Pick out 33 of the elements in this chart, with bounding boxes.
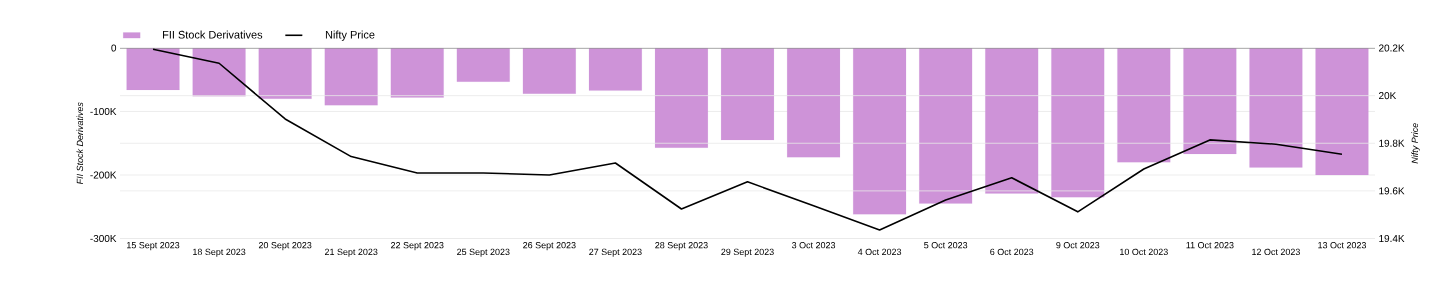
y-tick-label: -200K (90, 171, 117, 179)
x-tick-label: 20 Sept 2023 (258, 242, 312, 251)
x-tick-label: 12 Oct 2023 (1252, 248, 1300, 256)
x-tick-label: 25 Sept 2023 (457, 248, 510, 257)
legend-label: FII Stock Derivatives (163, 30, 263, 39)
y2-tick-label: 19.8K (1379, 139, 1405, 147)
x-tick-label: 4 Oct 2023 (857, 248, 902, 256)
x-tick-label: 18 Sept 2023 (193, 248, 246, 257)
y2-tick-label: 19.4K (1379, 234, 1405, 243)
x-tick-label: 15 Sept 2023 (127, 242, 180, 251)
y2-tick-label: 20.2K (1379, 44, 1405, 52)
y-tick-label: 0 (111, 44, 117, 52)
x-tick-label: 26 Sept 2023 (523, 242, 576, 251)
x-tick-label: 11 Oct 2023 (1186, 242, 1234, 249)
y2-tick-label: 19.6K (1379, 187, 1405, 195)
x-tick-label: 9 Oct 2023 (1056, 242, 1100, 249)
x-tick-label: 6 Oct 2023 (990, 248, 1034, 256)
y-tick-label: -100K (90, 107, 117, 116)
x-tick-label: 27 Sept 2023 (589, 248, 642, 257)
x-tick-label: 3 Oct 2023 (791, 242, 836, 249)
x-tick-label: 29 Sept 2023 (721, 248, 774, 257)
y2-tick-label: 20K (1379, 92, 1397, 100)
x-tick-label: 5 Oct 2023 (924, 242, 968, 249)
x-tick-label: 13 Oct 2023 (1318, 242, 1367, 249)
x-tick-label: 28 Sept 2023 (655, 242, 708, 251)
y-axis-title: FII Stock Derivatives (76, 102, 84, 185)
line-series (152, 48, 1343, 231)
x-tick-label: 10 Oct 2023 (1120, 248, 1168, 256)
y2-axis-title: Nifty Price (1411, 123, 1420, 164)
x-tick-label: 22 Sept 2023 (391, 242, 444, 251)
legend-label: Nifty Price (325, 30, 375, 41)
y-tick-label: -300K (90, 234, 117, 243)
x-tick-label: 21 Sept 2023 (324, 248, 378, 257)
